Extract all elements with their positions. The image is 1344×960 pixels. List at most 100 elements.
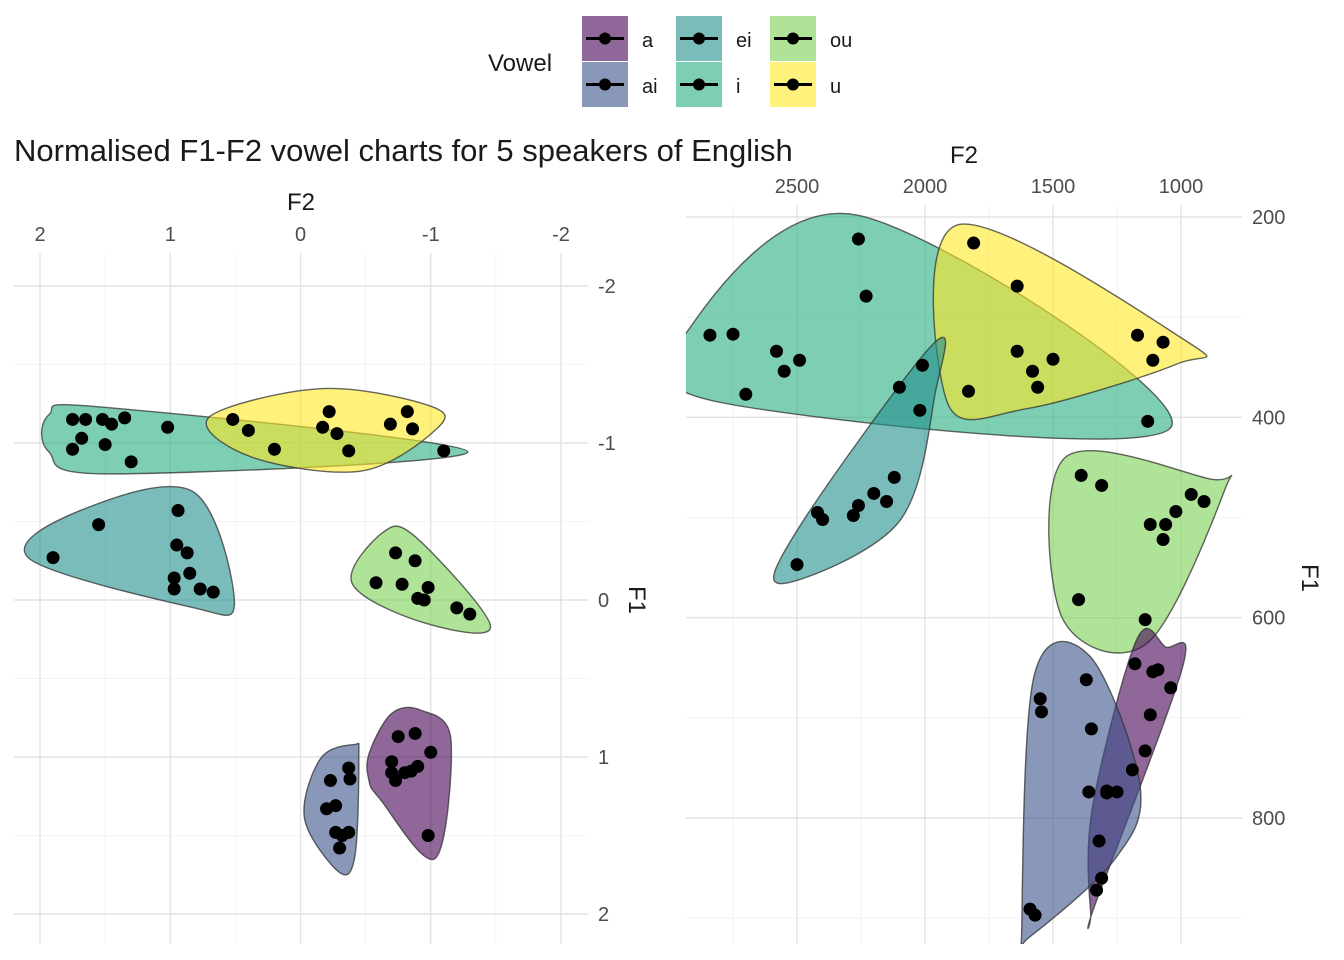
- legend-label-u: u: [830, 76, 841, 98]
- point-ai: [333, 841, 347, 855]
- point-ei: [46, 551, 60, 565]
- point-ei: [880, 494, 894, 508]
- point-i: [124, 455, 138, 469]
- point-i: [1141, 414, 1155, 428]
- point-ou: [417, 593, 431, 607]
- point-ai: [1033, 692, 1047, 706]
- point-a: [1164, 681, 1178, 695]
- point-u: [1046, 352, 1060, 366]
- point-ou: [1072, 593, 1086, 607]
- point-ai: [323, 774, 337, 788]
- point-u: [383, 417, 397, 431]
- point-ei: [790, 558, 804, 572]
- point-ai: [1084, 722, 1098, 736]
- point-ei: [167, 582, 181, 596]
- point-ai: [1034, 705, 1048, 719]
- point-i: [66, 412, 80, 426]
- point-u: [400, 405, 414, 419]
- right-panel: 2500 2000 1500 1000 200 400 600 800 F2 F1: [686, 142, 1323, 944]
- legend-label-ei: ei: [736, 30, 752, 52]
- point-ou: [463, 607, 477, 621]
- point-ou: [1143, 518, 1157, 532]
- legend-item-u: u: [770, 62, 841, 107]
- y-tick-label: -1: [598, 433, 616, 455]
- point-i: [161, 420, 175, 434]
- point-ou: [1138, 613, 1152, 627]
- legend-title: Vowel: [488, 50, 552, 77]
- point-ou: [389, 546, 403, 560]
- legend-item-ai: ai: [582, 62, 658, 107]
- point-i: [726, 327, 740, 341]
- x-tick-label: 2000: [903, 176, 948, 198]
- point-i: [793, 353, 807, 367]
- point-i: [437, 444, 451, 458]
- point-ei: [183, 566, 197, 580]
- point-u: [330, 427, 344, 441]
- legend-label-i: i: [736, 76, 740, 98]
- point-i: [75, 431, 89, 445]
- point-ai: [1082, 785, 1096, 799]
- point-u: [322, 405, 336, 419]
- x-tick-label: 2: [34, 224, 45, 246]
- point-a: [1090, 883, 1104, 897]
- left-y-axis-title: F1: [623, 586, 650, 614]
- point-i: [739, 387, 753, 401]
- point-a: [389, 774, 403, 788]
- point-a: [385, 755, 399, 769]
- point-ai: [342, 761, 356, 775]
- point-ai: [1028, 908, 1042, 922]
- hull-ei: [23, 485, 236, 616]
- point-a: [408, 726, 422, 740]
- legend: Vowel a ai ei i ou u: [488, 16, 852, 107]
- point-ei: [171, 504, 185, 518]
- point-u: [962, 384, 976, 398]
- point-ei: [206, 585, 220, 599]
- point-u: [406, 422, 420, 436]
- hull-u: [932, 223, 1208, 421]
- point-ai: [1100, 786, 1114, 800]
- point-ei: [887, 470, 901, 484]
- point-i: [770, 344, 784, 358]
- hull-ai: [1020, 640, 1142, 944]
- y-tick-label: 800: [1252, 808, 1285, 830]
- x-tick-label: 0: [295, 224, 306, 246]
- y-tick-label: -2: [598, 276, 616, 298]
- point-ei: [170, 538, 184, 552]
- left-panel: 2 1 0 -1 -2 -2 -1 0 1 2 F2 F1: [14, 189, 650, 944]
- point-ou: [395, 577, 409, 591]
- point-i: [79, 412, 93, 426]
- point-ei: [193, 582, 207, 596]
- point-u: [1130, 328, 1144, 342]
- point-a: [1151, 663, 1165, 677]
- point-u: [226, 412, 240, 426]
- right-x-axis-title: F2: [950, 142, 978, 169]
- point-ou: [1197, 494, 1211, 508]
- point-a: [1125, 763, 1139, 777]
- point-ou: [1095, 478, 1109, 492]
- point-i: [777, 364, 791, 378]
- y-tick-label: 600: [1252, 608, 1285, 630]
- point-ai: [1110, 785, 1124, 799]
- point-ou: [408, 554, 422, 568]
- y-tick-label: 400: [1252, 407, 1285, 429]
- point-i: [66, 442, 80, 456]
- point-a: [1095, 871, 1109, 885]
- x-tick-label: 1000: [1159, 176, 1204, 198]
- x-tick-label: 1500: [1031, 176, 1076, 198]
- legend-key-point: [599, 32, 611, 45]
- chart-title: Normalised F1-F2 vowel charts for 5 spea…: [14, 133, 793, 168]
- point-u: [267, 442, 281, 456]
- point-i: [859, 289, 873, 303]
- point-a: [1138, 744, 1152, 758]
- point-ou: [1184, 487, 1198, 501]
- point-ou: [369, 576, 383, 590]
- point-a: [421, 829, 435, 842]
- legend-key-point: [693, 78, 705, 91]
- legend-key-point: [599, 78, 611, 91]
- point-a: [391, 730, 405, 744]
- point-ei: [867, 486, 881, 500]
- point-u: [241, 423, 255, 437]
- point-ou: [1074, 468, 1088, 482]
- point-ai: [335, 829, 349, 842]
